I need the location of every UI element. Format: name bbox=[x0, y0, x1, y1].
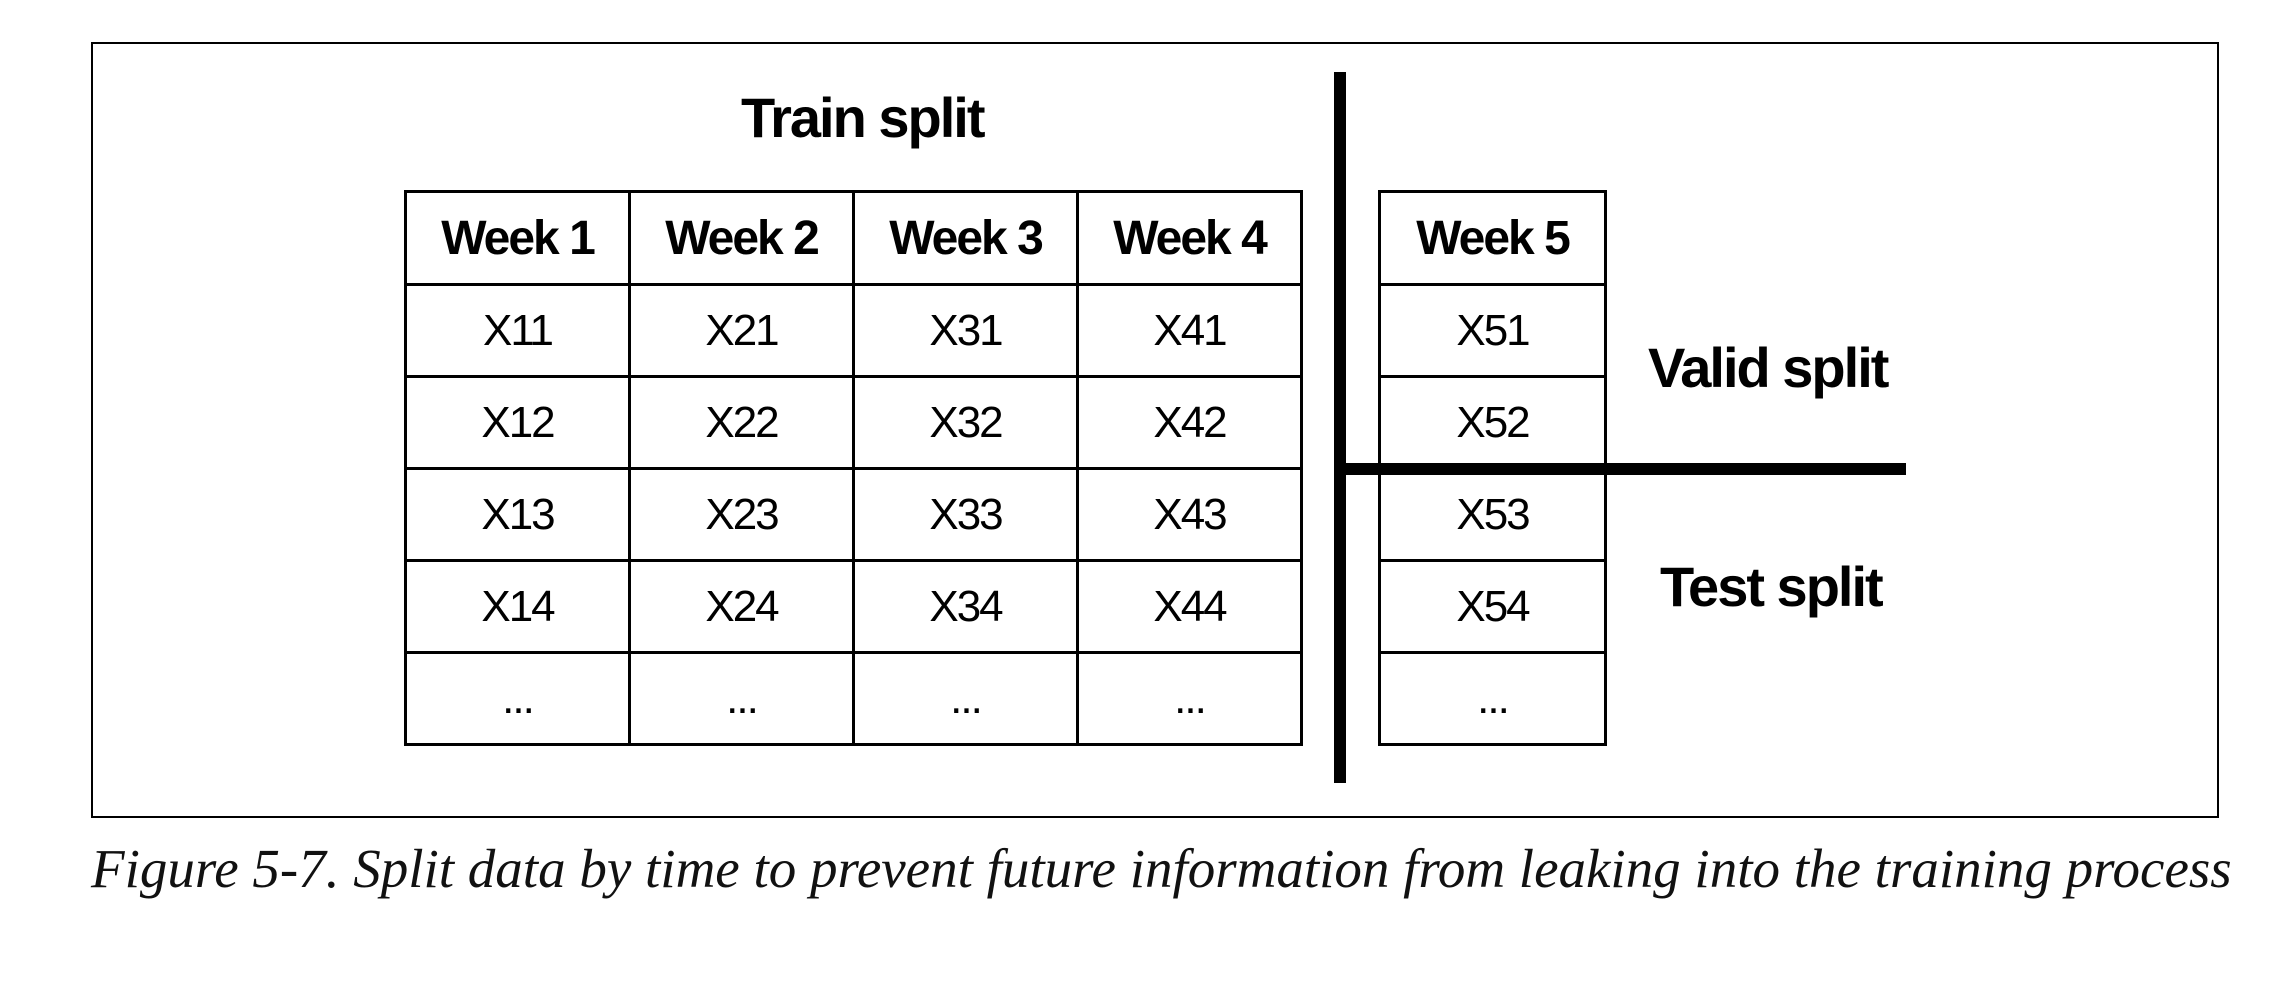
header-week-4: Week 4 bbox=[1076, 190, 1303, 286]
header-week-2: Week 2 bbox=[628, 190, 855, 286]
table-row: X53 bbox=[1378, 467, 1607, 562]
test-split-label: Test split bbox=[1660, 555, 1884, 618]
table-cell: ... bbox=[404, 651, 631, 746]
week5-table: Week 5 X51 X52 X53 X54 ... bbox=[1378, 190, 1607, 746]
week5-header-row: Week 5 bbox=[1378, 190, 1607, 286]
table-cell: X54 bbox=[1378, 559, 1607, 654]
table-cell: X11 bbox=[404, 283, 631, 378]
train-header-row: Week 1 Week 2 Week 3 Week 4 bbox=[404, 190, 1303, 286]
figure-caption: Figure 5-7. Split data by time to preven… bbox=[91, 838, 2232, 899]
train-table: Week 1 Week 2 Week 3 Week 4 X11 X21 X31 … bbox=[404, 190, 1303, 746]
table-cell: X23 bbox=[628, 467, 855, 562]
table-cell: X53 bbox=[1378, 467, 1607, 562]
table-cell: X43 bbox=[1076, 467, 1303, 562]
table-cell: X52 bbox=[1378, 375, 1607, 470]
table-cell: X32 bbox=[852, 375, 1079, 470]
table-row: X54 bbox=[1378, 559, 1607, 654]
table-row: X51 bbox=[1378, 283, 1607, 378]
table-cell: X42 bbox=[1076, 375, 1303, 470]
table-cell: ... bbox=[852, 651, 1079, 746]
time-split-vertical-line bbox=[1334, 72, 1346, 783]
valid-split-label: Valid split bbox=[1648, 336, 1889, 399]
table-row: ... bbox=[1378, 651, 1607, 746]
figure-frame bbox=[91, 42, 2219, 818]
train-split-label: Train split bbox=[741, 86, 985, 149]
table-cell: X12 bbox=[404, 375, 631, 470]
table-row: X14 X24 X34 X44 bbox=[404, 559, 1303, 654]
table-cell: X44 bbox=[1076, 559, 1303, 654]
table-row: ... ... ... ... bbox=[404, 651, 1303, 746]
table-cell: X51 bbox=[1378, 283, 1607, 378]
table-cell: X33 bbox=[852, 467, 1079, 562]
table-cell: ... bbox=[1076, 651, 1303, 746]
header-week-3: Week 3 bbox=[852, 190, 1079, 286]
table-cell: ... bbox=[628, 651, 855, 746]
table-row: X12 X22 X32 X42 bbox=[404, 375, 1303, 470]
table-cell: X34 bbox=[852, 559, 1079, 654]
table-cell: X24 bbox=[628, 559, 855, 654]
table-cell: X31 bbox=[852, 283, 1079, 378]
table-cell: X13 bbox=[404, 467, 631, 562]
table-cell: ... bbox=[1378, 651, 1607, 746]
header-week-5: Week 5 bbox=[1378, 190, 1607, 286]
table-cell: X21 bbox=[628, 283, 855, 378]
table-row: X52 bbox=[1378, 375, 1607, 470]
header-week-1: Week 1 bbox=[404, 190, 631, 286]
table-cell: X41 bbox=[1076, 283, 1303, 378]
table-row: X11 X21 X31 X41 bbox=[404, 283, 1303, 378]
table-cell: X22 bbox=[628, 375, 855, 470]
table-cell: X14 bbox=[404, 559, 631, 654]
table-row: X13 X23 X33 X43 bbox=[404, 467, 1303, 562]
